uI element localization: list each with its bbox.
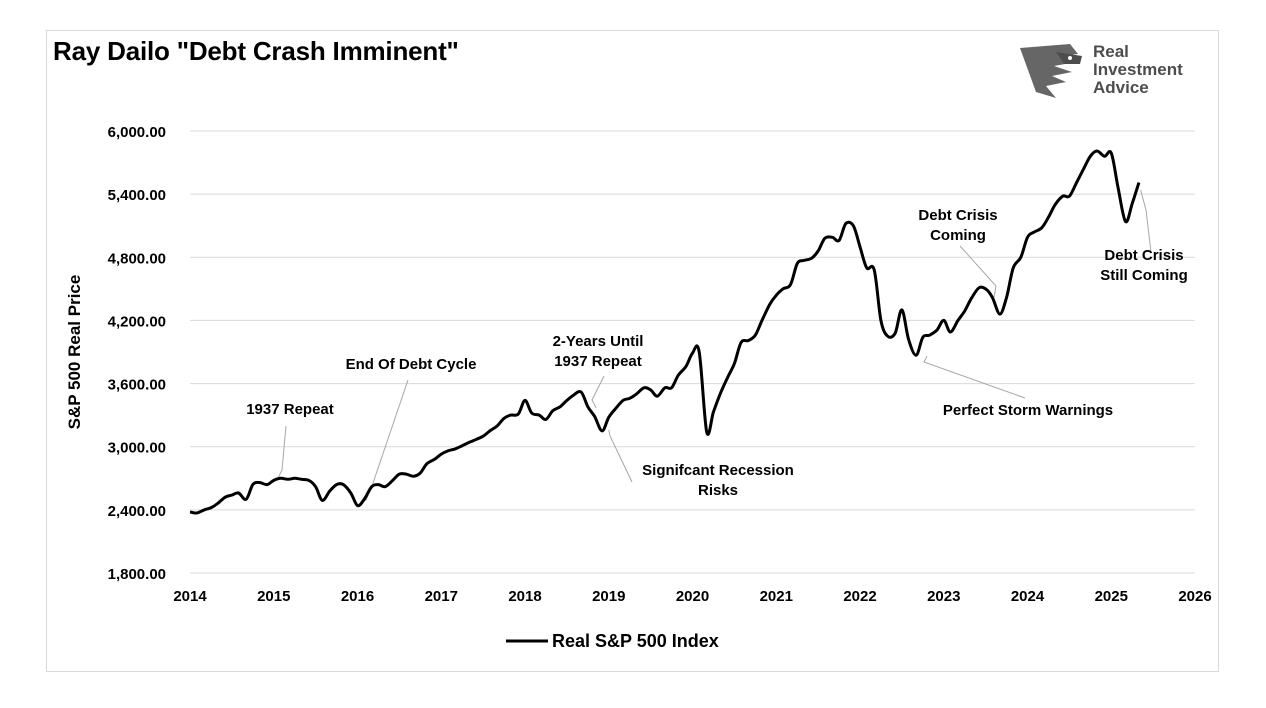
x-tick-label: 2021: [760, 588, 793, 605]
x-tick-label: 2022: [843, 588, 876, 605]
annotation-label: Debt Crisis: [1104, 247, 1183, 264]
x-tick-label: 2026: [1178, 588, 1211, 605]
annotation-label: Perfect Storm Warnings: [943, 402, 1113, 419]
annotation: 1937 Repeat: [246, 401, 334, 479]
annotation: Debt Crisis Coming: [918, 207, 998, 298]
eagle-head-icon: [1020, 44, 1082, 98]
legend-label: Real S&P 500 Index: [552, 631, 719, 651]
x-tick-label: 2017: [425, 588, 458, 605]
series-line-real-sp500: [189, 149, 1141, 515]
y-tick-label: 5,400.00: [108, 187, 166, 204]
annotation-label: 2-Years Until: [553, 333, 644, 350]
x-tick-label: 2016: [341, 588, 374, 605]
x-tick-label: 2015: [257, 588, 290, 605]
annotation: Perfect Storm Warnings: [923, 355, 1113, 419]
annotation-label: Coming: [930, 227, 986, 244]
logo-word-advice: Advice: [1093, 78, 1149, 97]
x-tick-label: 2023: [927, 588, 960, 605]
annotation-label: Signifcant Recession: [642, 462, 794, 479]
logo-word-real: Real: [1093, 42, 1129, 61]
y-tick-label: 2,400.00: [108, 503, 166, 520]
x-tick-label: 2018: [508, 588, 541, 605]
annotation-label: Debt Crisis: [918, 207, 997, 224]
annotation-label: Risks: [698, 482, 738, 499]
annotation-leader: [608, 429, 633, 483]
annotation: 2-Years Until 1937 Repeat: [553, 333, 644, 409]
page-title: Ray Dailo "Debt Crash Imminent": [53, 36, 459, 66]
logo: Real Investment Advice: [1018, 42, 1208, 102]
annotation-label: End Of Debt Cycle: [346, 356, 477, 373]
annotation-leader: [1140, 189, 1152, 253]
annotation-leader: [923, 355, 1026, 399]
y-tick-label: 6,000.00: [108, 124, 166, 141]
y-tick-label: 4,200.00: [108, 313, 166, 330]
annotation-leader: [277, 425, 287, 479]
annotation: Signifcant Recession Risks: [608, 429, 794, 499]
annotation-label: Still Coming: [1100, 267, 1188, 284]
annotation-label: 1937 Repeat: [554, 353, 642, 370]
y-tick-label: 4,800.00: [108, 250, 166, 267]
annotation: Debt Crisis Still Coming: [1100, 189, 1188, 284]
legend: Real S&P 500 Index: [506, 631, 719, 651]
logo-word-investment: Investment: [1093, 60, 1183, 79]
annotation-label: 1937 Repeat: [246, 401, 334, 418]
x-tick-label: 2025: [1095, 588, 1128, 605]
y-axis-label: S&P 500 Real Price: [65, 275, 84, 430]
annotation-leader: [591, 375, 605, 409]
annotation-leader: [365, 379, 409, 501]
chart-frame: [46, 30, 1219, 672]
x-tick-label: 2020: [676, 588, 709, 605]
y-tick-label: 3,000.00: [108, 440, 166, 457]
annotation: End Of Debt Cycle: [346, 356, 477, 501]
x-tick-label: 2024: [1011, 588, 1045, 605]
annotation-leader: [959, 245, 997, 298]
y-tick-label: 3,600.00: [108, 377, 166, 394]
y-tick-label: 1,800.00: [108, 566, 166, 583]
x-tick-label: 2019: [592, 588, 625, 605]
x-tick-label: 2014: [173, 588, 207, 605]
